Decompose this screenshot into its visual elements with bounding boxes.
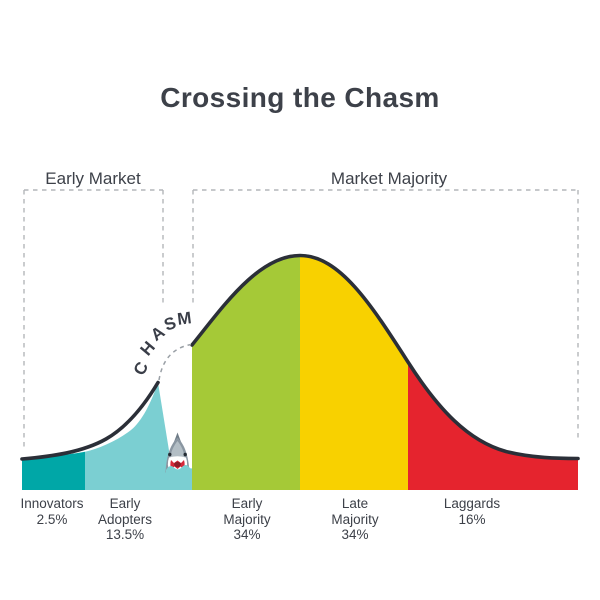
bell-curve-left bbox=[20, 380, 160, 461]
segment-early-adopters bbox=[85, 382, 172, 490]
label-early-adopters-name1: Early bbox=[109, 496, 141, 511]
market-majority-label: Market Majority bbox=[330, 169, 448, 188]
chasm-letter-c: C bbox=[130, 359, 152, 378]
label-early-majority-name2: Majority bbox=[223, 511, 271, 527]
label-early-majority: Early Majority 34% bbox=[223, 496, 270, 543]
label-laggards-pct: 16% bbox=[458, 511, 486, 527]
label-innovators-name: Innovators bbox=[20, 496, 84, 511]
bracket-dashed-lines bbox=[23, 189, 579, 449]
chasm-word: C H A S M bbox=[130, 308, 193, 378]
label-innovators: Innovators 2.5% bbox=[20, 496, 83, 527]
early-market-label: Early Market bbox=[45, 169, 141, 188]
bell-curve-stroke bbox=[20, 253, 580, 461]
label-laggards: Laggards 16% bbox=[444, 496, 500, 527]
page-title: Crossing the Chasm bbox=[160, 82, 440, 113]
label-late-majority-name2: Majority bbox=[331, 511, 379, 527]
segment-late-majority bbox=[300, 255, 408, 490]
label-innovators-pct: 2.5% bbox=[36, 511, 68, 527]
chasm-water bbox=[166, 465, 192, 490]
label-late-majority-pct: 34% bbox=[341, 527, 369, 542]
bell-curve-right bbox=[190, 253, 580, 461]
chasm-bridge-arc bbox=[158, 343, 192, 381]
label-early-adopters: Early Adopters 13.5% bbox=[98, 496, 152, 543]
label-laggards-name: Laggards bbox=[443, 496, 501, 511]
label-early-majority-pct: 34% bbox=[233, 527, 261, 542]
segment-laggards bbox=[408, 362, 578, 490]
segment-early-majority bbox=[192, 255, 300, 490]
label-early-adopters-pct: 13.5% bbox=[105, 527, 145, 542]
label-early-adopters-name2: Adopters bbox=[97, 511, 153, 527]
chasm-letter-m: M bbox=[176, 308, 192, 329]
label-late-majority: Late Majority 34% bbox=[331, 496, 378, 543]
segment-innovators bbox=[22, 451, 85, 490]
label-early-majority-name1: Early bbox=[231, 496, 263, 511]
label-late-majority-name1: Late bbox=[341, 496, 369, 511]
